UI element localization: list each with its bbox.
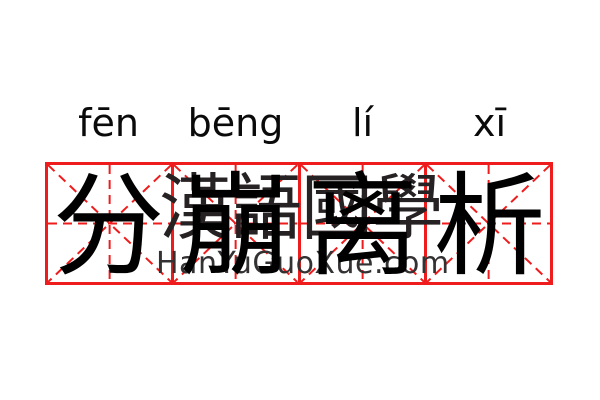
guide-diagonal <box>48 165 172 282</box>
pinyin-syllable: bēng <box>187 101 284 145</box>
hanzi-character: 崩 <box>179 161 292 292</box>
hanzi-grid <box>45 162 553 285</box>
guide-diagonal <box>174 165 298 282</box>
hanzi-cell <box>426 165 550 282</box>
pinyin-syllable: xī <box>472 101 507 145</box>
guide-diagonal <box>426 165 550 282</box>
watermark-site-url: HanYuGuoXue.com <box>156 246 450 281</box>
hanzi-cell <box>300 165 427 282</box>
guide-diagonal <box>174 165 298 282</box>
hanzi-character: 离 <box>306 161 419 292</box>
cell-guides <box>174 165 298 282</box>
watermark-hanzi: 漢語國學 <box>159 166 444 250</box>
cell-guides <box>426 165 550 282</box>
guide-diagonal <box>300 165 424 282</box>
guide-diagonal <box>426 165 550 282</box>
guide-diagonal <box>300 165 424 282</box>
cell-guides <box>48 165 172 282</box>
hanzi-character: 分 <box>52 161 165 292</box>
pinyin-syllable: fēn <box>78 101 139 145</box>
hanzi-cell <box>174 165 301 282</box>
cell-guides <box>300 165 424 282</box>
hanzi-character: 析 <box>433 161 546 292</box>
pinyin-syllable: lí <box>351 101 374 145</box>
hanzi-cell <box>48 165 175 282</box>
guide-diagonal <box>48 165 172 282</box>
